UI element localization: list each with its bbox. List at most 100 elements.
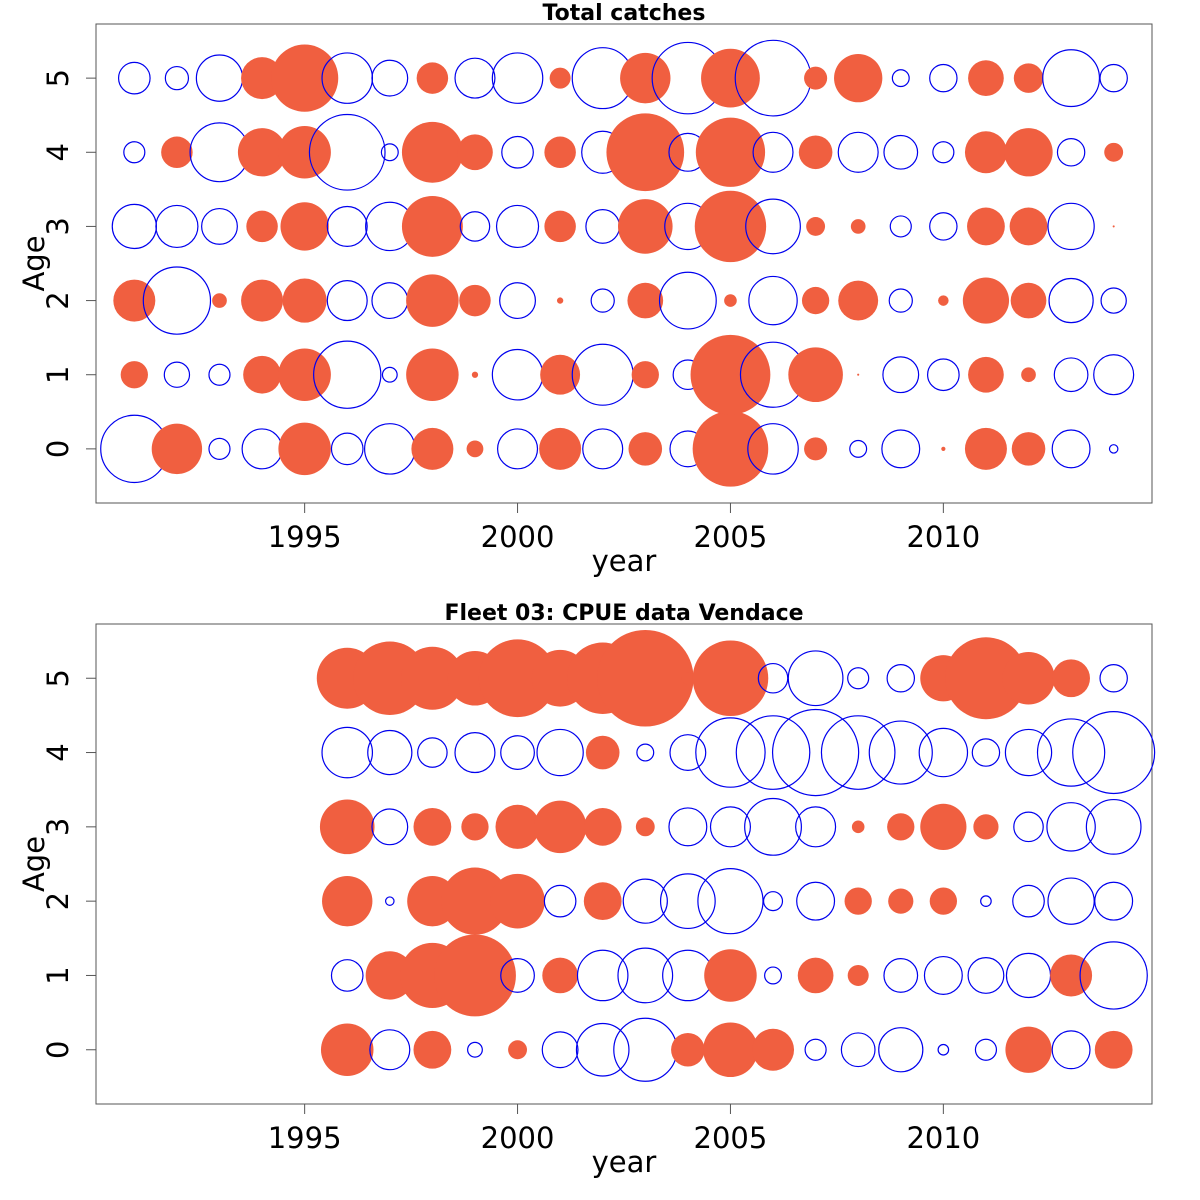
bubble-2003-age5 — [596, 629, 694, 727]
bubble-2012-age1 — [1005, 952, 1052, 999]
bubble-2012-age2 — [1012, 884, 1045, 918]
bubble-2008-age4 — [837, 131, 879, 173]
bubble-2001-age3 — [533, 800, 587, 854]
bubble-1999-age1 — [434, 934, 516, 1017]
bubble-2012-age4 — [1004, 128, 1053, 177]
bubble-1999-age3 — [459, 211, 491, 242]
bubble-2011-age3 — [973, 814, 999, 840]
bubble-1992-age2 — [142, 266, 212, 335]
bubble-2004-age0 — [671, 1032, 705, 1067]
y-axis-label: Age — [17, 836, 51, 892]
bubble-2010-age3 — [920, 803, 967, 850]
bubble-1999-age0 — [466, 440, 484, 458]
bubble-2012-age2 — [1010, 282, 1047, 319]
y-tick-label: 0 — [41, 440, 75, 458]
y-tick-label: 4 — [41, 743, 75, 761]
bubble-2007-age4 — [771, 708, 860, 797]
bubble-2006-age3 — [745, 198, 801, 255]
bubble-2005-age3 — [709, 806, 752, 848]
bubble-2012-age5 — [1002, 651, 1055, 705]
bubble-2001-age1 — [540, 354, 581, 395]
bubble-2008-age5 — [847, 667, 870, 690]
bubble-2008-age2 — [838, 280, 879, 321]
bubble-2014-age3 — [1112, 225, 1115, 228]
bubble-2004-age2 — [658, 271, 717, 330]
bubble-2003-age1 — [631, 361, 659, 389]
bubble-2005-age2 — [724, 294, 737, 307]
bubble-2000-age4 — [501, 135, 534, 169]
bubble-1997-age4 — [380, 143, 399, 162]
bubble-1997-age2 — [371, 282, 409, 320]
bubble-2008-age1 — [857, 373, 860, 376]
chart-title: Fleet 03: CPUE data Vendace — [444, 601, 803, 626]
bubble-1992-age0 — [151, 423, 203, 475]
bubble-2001-age0 — [541, 1031, 579, 1069]
bubble-2003-age4 — [636, 743, 655, 762]
bubble-1993-age1 — [208, 363, 231, 386]
bubble-2003-age2 — [627, 282, 664, 319]
bubble-2010-age2 — [938, 295, 949, 306]
bubble-2011-age1 — [968, 356, 1004, 393]
bubble-2009-age0 — [881, 429, 921, 469]
bubble-1991-age3 — [111, 203, 157, 250]
bubble-2010-age5 — [929, 63, 958, 93]
bubble-2004-age3 — [668, 807, 708, 847]
bubble-1995-age5 — [271, 44, 339, 112]
bubble-2005-age3 — [694, 190, 767, 263]
x-tick-label: 1995 — [268, 520, 342, 554]
bubble-2007-age3 — [795, 806, 837, 848]
y-tick-label: 1 — [41, 966, 75, 984]
bubble-2002-age2 — [583, 882, 622, 921]
bubble-1995-age1 — [278, 348, 331, 401]
bubble-2009-age2 — [888, 888, 914, 914]
bubble-2005-age5 — [701, 48, 760, 108]
bubble-2000-age5 — [478, 639, 557, 718]
bubble-2008-age2 — [844, 887, 872, 915]
y-tick-label: 4 — [41, 143, 75, 161]
bubble-1992-age3 — [155, 204, 199, 249]
bubble-1998-age3 — [413, 807, 452, 846]
bubble-2000-age2 — [490, 873, 545, 929]
bubble-2008-age1 — [847, 964, 869, 986]
x-tick-label: 1995 — [268, 1121, 342, 1155]
bubble-2006-age4 — [735, 715, 811, 790]
y-tick-label: 2 — [41, 892, 75, 910]
bubble-2000-age0 — [508, 1040, 527, 1060]
bubble-2009-age1 — [883, 958, 919, 993]
bubble-1997-age5 — [371, 59, 409, 97]
bubble-2010-age3 — [929, 212, 958, 241]
bubble-2002-age0 — [575, 1022, 630, 1077]
bubble-1995-age3 — [280, 202, 329, 251]
bubble-2013-age1 — [1050, 954, 1093, 997]
bubble-2007-age2 — [796, 881, 836, 921]
bubble-2011-age4 — [964, 131, 1007, 174]
bubble-2002-age3 — [585, 209, 621, 244]
x-tick-label: 2005 — [694, 520, 768, 554]
y-tick-label: 3 — [41, 818, 75, 836]
bubble-1997-age2 — [385, 896, 395, 906]
x-tick-label: 2010 — [906, 520, 980, 554]
bubble-1999-age1 — [471, 371, 479, 378]
bubble-2012-age4 — [1004, 728, 1053, 777]
bubble-2006-age4 — [752, 131, 794, 173]
chart-title: Total catches — [543, 1, 706, 26]
bubble-2009-age3 — [889, 215, 912, 238]
bubble-2013-age3 — [1046, 802, 1096, 852]
bubble-1998-age4 — [417, 737, 448, 768]
bubble-2014-age4 — [1072, 710, 1156, 795]
bubble-2006-age3 — [744, 797, 802, 856]
bubble-2001-age3 — [544, 210, 576, 243]
bubble-2013-age4 — [1036, 718, 1106, 787]
bubble-1994-age1 — [243, 355, 281, 394]
bubble-2010-age1 — [923, 955, 963, 995]
bubble-1999-age2 — [441, 867, 509, 935]
bubble-2012-age3 — [1009, 207, 1048, 246]
bubble-2008-age3 — [851, 820, 865, 834]
bubble-2010-age0 — [941, 446, 946, 451]
bubble-2009-age3 — [887, 813, 915, 841]
bubble-2006-age2 — [762, 891, 784, 912]
bubble-2010-age4 — [932, 141, 955, 164]
bubble-2010-age1 — [927, 358, 960, 392]
bubble-2003-age0 — [613, 1017, 678, 1082]
bubble-2007-age3 — [806, 216, 826, 236]
